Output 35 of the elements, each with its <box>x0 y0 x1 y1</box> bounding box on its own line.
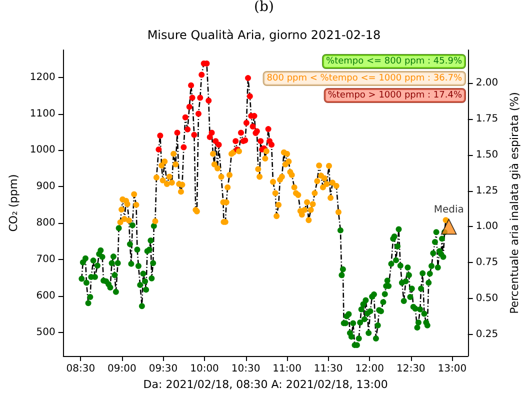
y2-tick-label: 1.50 <box>476 149 498 160</box>
y2-tick-label: 2.00 <box>476 78 498 89</box>
y2-axis-title: Percentuale aria inalata già espirata (%) <box>508 92 521 314</box>
y2-tick-label: 0.50 <box>476 293 498 304</box>
y-tick-label: 700 <box>36 254 56 265</box>
y-tick-label: 1100 <box>30 108 56 120</box>
x-axis-title: Da: 2021/02/18, 08:30 A: 2021/02/18, 13:00 <box>143 378 388 391</box>
y-tick-label: 1000 <box>30 144 56 156</box>
x-tick-label: 12:00 <box>355 364 384 374</box>
y-tick-label: 600 <box>36 290 56 302</box>
x-tick-label: 09:30 <box>148 364 178 374</box>
y-tick-label: 800 <box>36 218 56 229</box>
y2-tick-label: 0.25 <box>476 328 498 340</box>
annotation: %tempo <= 800 ppm : 45.9% <box>326 56 462 66</box>
x-tick-label: 08:30 <box>66 364 96 374</box>
x-tick-label: 11:00 <box>272 364 302 374</box>
y2-tick-label: 1.75 <box>476 113 498 124</box>
y2-tick-label: 1.25 <box>476 185 498 196</box>
y2-tick-label: 1.00 <box>476 221 498 232</box>
x-tick-label: 09:00 <box>108 364 136 374</box>
x-tick-label: 11:30 <box>314 364 343 374</box>
annotation: %tempo > 1000 ppm : 17.4% <box>328 90 462 100</box>
y-tick-label: 900 <box>36 181 56 192</box>
y-tick-label: 1200 <box>30 72 56 83</box>
x-tick-label: 13:00 <box>438 364 467 374</box>
series-label: Media <box>434 204 464 216</box>
y-axis-title: CO₂ (ppm) <box>7 174 20 232</box>
x-tick-label: 12:30 <box>396 364 426 374</box>
chart-title: Misure Qualità Aria, giorno 2021-02-18 <box>147 28 381 42</box>
y2-tick-label: 0.75 <box>476 257 498 268</box>
text: (b) <box>254 0 274 15</box>
x-tick-label: 10:30 <box>231 364 260 374</box>
x-tick-label: 10:00 <box>190 364 219 374</box>
annotation: 800 ppm < %tempo <= 1000 ppm : 36.7% <box>266 74 462 84</box>
y-tick-label: 500 <box>36 326 56 338</box>
